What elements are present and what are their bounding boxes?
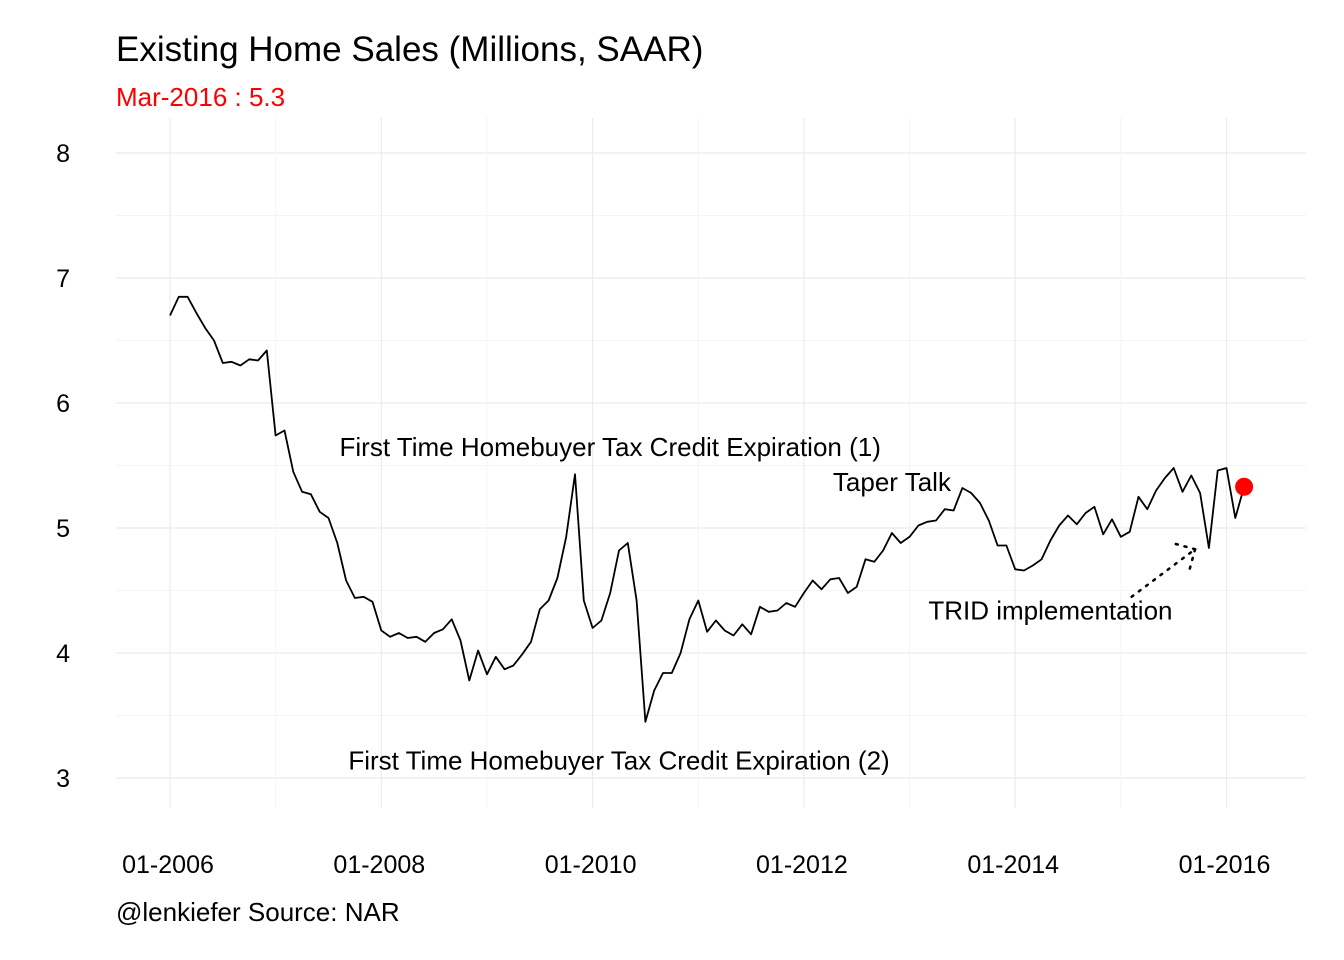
- chart-caption: @lenkiefer Source: NAR: [116, 897, 400, 927]
- arrow-head-right: [1187, 548, 1197, 573]
- y-tick-label: 8: [56, 140, 70, 168]
- annotation-label: First Time Homebuyer Tax Credit Expirati…: [348, 746, 889, 776]
- y-tick-label: 7: [56, 265, 70, 293]
- annotation-label: TRID implementation: [928, 596, 1172, 626]
- annotation-label: First Time Homebuyer Tax Credit Expirati…: [340, 432, 881, 462]
- x-tick-label: 01-2008: [333, 851, 425, 879]
- x-tick-label: 01-2010: [545, 851, 637, 879]
- annotation-label: Taper Talk: [833, 467, 952, 497]
- x-tick-label: 01-2016: [1179, 851, 1271, 879]
- arrow-shaft: [1130, 548, 1197, 598]
- y-tick-label: 5: [56, 515, 70, 543]
- y-axis-ticks: 3 4 5 6 7 8: [56, 140, 70, 793]
- gridlines: [116, 118, 1306, 808]
- annotations: First Time Homebuyer Tax Credit Expirati…: [340, 432, 1173, 776]
- x-tick-label: 01-2014: [967, 851, 1059, 879]
- y-tick-label: 3: [56, 765, 70, 793]
- arrow-head-left: [1171, 542, 1197, 551]
- chart-subtitle: Mar-2016 : 5.3: [116, 82, 286, 112]
- trid-dotted-arrow: [1130, 542, 1197, 598]
- latest-value-point: [1235, 477, 1254, 496]
- y-tick-label: 4: [56, 640, 70, 668]
- x-tick-label: 01-2006: [122, 851, 214, 879]
- series-line-existing-home-sales: [169, 295, 1245, 723]
- x-tick-label: 01-2012: [756, 851, 848, 879]
- y-tick-label: 6: [56, 390, 70, 418]
- x-axis-ticks: 01-2006 01-2008 01-2010 01-2012 01-2014 01-20…: [122, 851, 1270, 879]
- chart-title: Existing Home Sales (Millions, SAAR): [116, 30, 704, 69]
